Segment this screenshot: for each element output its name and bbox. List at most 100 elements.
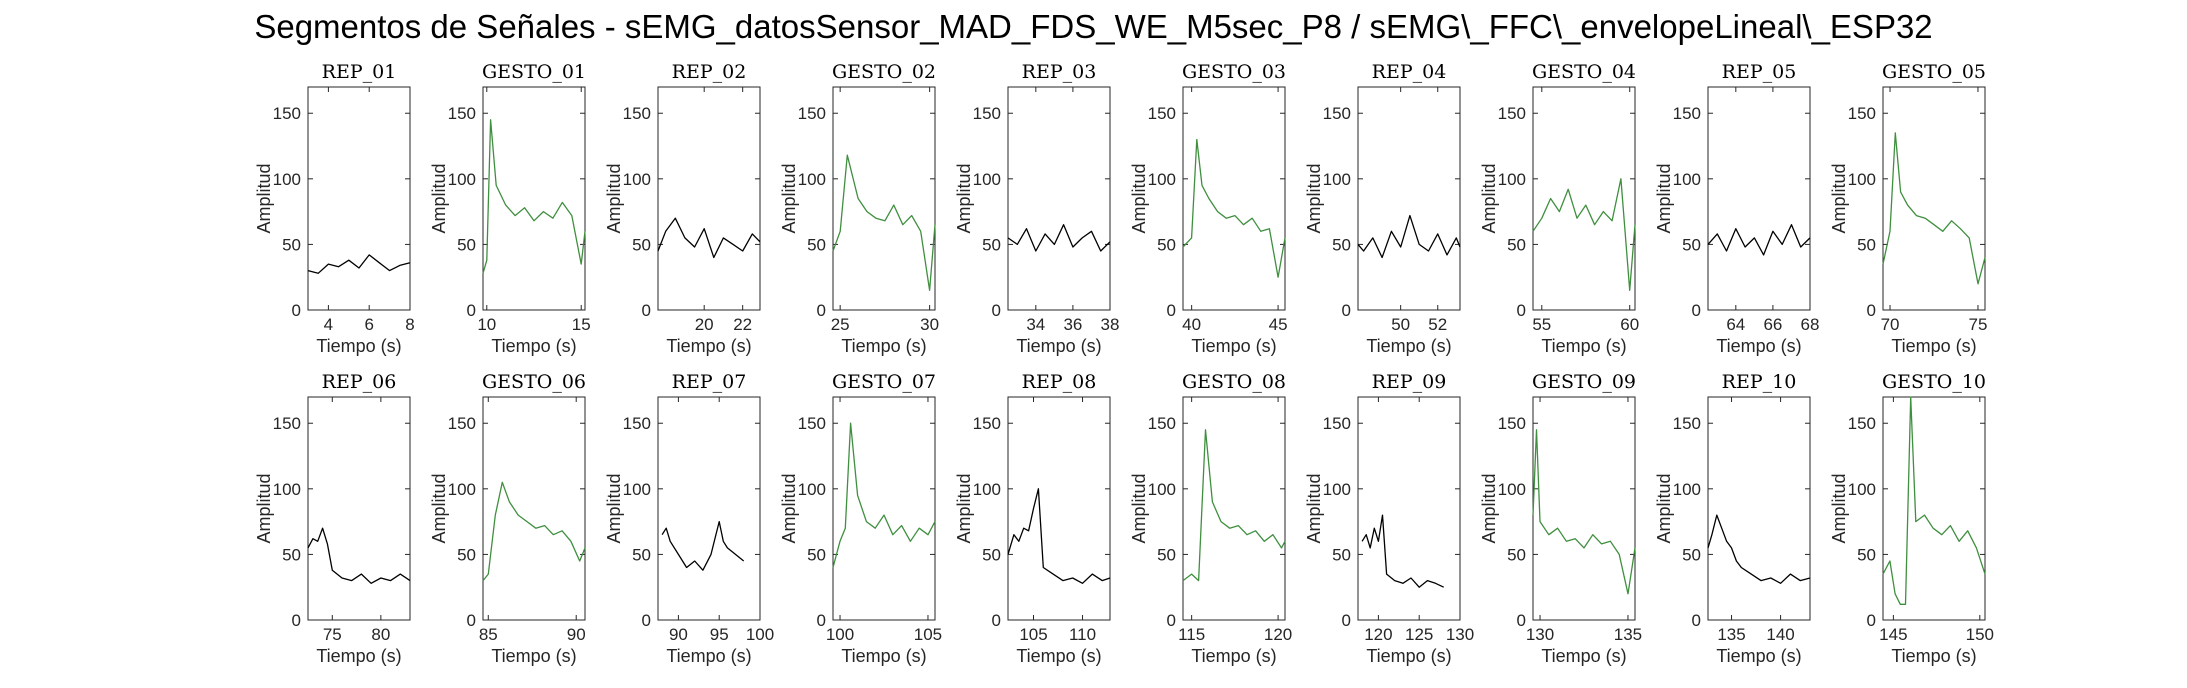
y-tick-label: 100 (1148, 480, 1176, 499)
x-tick-label: 85 (479, 625, 498, 644)
x-tick-label: 68 (1801, 315, 1820, 334)
subplot-gesto-04: GESTO_04 0 50 100 150 55 60 Tiempo (s) Amplitud (1479, 61, 1639, 356)
y-tick-label: 0 (1342, 301, 1351, 320)
x-axis-label: Tiempo (s) (1016, 646, 1101, 666)
y-tick-label: 150 (623, 104, 651, 123)
y-axis-label: Amplitud (1654, 163, 1674, 233)
y-axis-label: Amplitud (1829, 163, 1849, 233)
y-axis-label: Amplitud (604, 163, 624, 233)
subplot-title: GESTO_07 (832, 371, 936, 393)
x-tick-label: 80 (371, 625, 390, 644)
subplot-title: REP_10 (1722, 371, 1797, 393)
x-tick-label: 30 (920, 315, 939, 334)
y-tick-label: 100 (973, 170, 1001, 189)
y-axis-label: Amplitud (954, 473, 974, 543)
signal-line (1182, 429, 1286, 582)
signal-line (1182, 138, 1286, 278)
x-tick-label: 34 (1026, 315, 1045, 334)
y-tick-label: 150 (273, 414, 301, 433)
y-tick-label: 50 (457, 545, 476, 564)
x-tick-label: 75 (323, 625, 342, 644)
x-tick-label: 50 (1391, 315, 1410, 334)
x-axis-label: Tiempo (s) (1716, 336, 1801, 356)
x-tick-label: 52 (1428, 315, 1447, 334)
plot-area (482, 396, 586, 621)
y-tick-label: 0 (817, 301, 826, 320)
y-tick-label: 150 (1673, 414, 1701, 433)
y-tick-label: 50 (1857, 545, 1876, 564)
signal-line (1882, 396, 1986, 605)
y-tick-label: 150 (1673, 104, 1701, 123)
y-tick-label: 100 (1498, 480, 1526, 499)
x-axis-label: Tiempo (s) (491, 646, 576, 666)
y-tick-label: 50 (457, 235, 476, 254)
x-tick-label: 135 (1717, 625, 1745, 644)
x-tick-label: 8 (405, 315, 414, 334)
plot-area (657, 396, 761, 621)
subplot-title: REP_01 (322, 61, 397, 83)
y-tick-label: 150 (1498, 414, 1526, 433)
subplot-title: GESTO_05 (1882, 61, 1986, 83)
x-axis-label: Tiempo (s) (1541, 646, 1626, 666)
y-tick-label: 100 (623, 480, 651, 499)
signal-line (1007, 488, 1111, 584)
y-axis-label: Amplitud (1479, 163, 1499, 233)
plot-area (1532, 86, 1636, 311)
y-tick-label: 100 (798, 170, 826, 189)
x-axis-label: Tiempo (s) (841, 336, 926, 356)
y-axis-label: Amplitud (1654, 473, 1674, 543)
x-tick-label: 45 (1269, 315, 1288, 334)
y-axis-label: Amplitud (779, 163, 799, 233)
y-axis-label: Amplitud (1829, 473, 1849, 543)
y-tick-label: 50 (807, 235, 826, 254)
x-tick-label: 70 (1881, 315, 1900, 334)
signal-line (832, 154, 936, 291)
y-axis-label: Amplitud (779, 473, 799, 543)
y-tick-label: 0 (1867, 301, 1876, 320)
signal-line (661, 520, 745, 571)
x-axis-label: Tiempo (s) (841, 646, 926, 666)
plot-area (832, 86, 936, 311)
x-tick-label: 120 (1364, 625, 1392, 644)
y-tick-label: 50 (982, 545, 1001, 564)
subplot-title: REP_07 (672, 371, 747, 393)
y-axis-label: Amplitud (1129, 473, 1149, 543)
subplot-gesto-08: GESTO_08 0 50 100 150 115 120 Tiempo (s) Amplitu… (1129, 371, 1292, 666)
x-axis-label: Tiempo (s) (316, 646, 401, 666)
y-axis-label: Amplitud (1304, 163, 1324, 233)
signal-line (657, 217, 761, 259)
plot-area (657, 86, 761, 311)
subplot-title: GESTO_04 (1532, 61, 1636, 83)
x-axis-label: Tiempo (s) (1191, 646, 1276, 666)
subplot-title: REP_09 (1372, 371, 1447, 393)
x-tick-label: 90 (567, 625, 586, 644)
y-tick-label: 0 (1342, 611, 1351, 630)
y-tick-label: 100 (448, 170, 476, 189)
y-axis-label: Amplitud (1129, 163, 1149, 233)
y-tick-label: 150 (973, 414, 1001, 433)
signal-line (482, 481, 586, 582)
plot-area (1357, 396, 1461, 621)
subplot-gesto-07: GESTO_07 0 50 100 150 100 105 Tiempo (s) Amplitu… (779, 371, 942, 666)
subplot-gesto-09: GESTO_09 0 50 100 150 130 135 Tiempo (s) Amplitu… (1479, 371, 1642, 666)
y-tick-label: 0 (642, 301, 651, 320)
y-tick-label: 0 (1517, 301, 1526, 320)
subplot-rep-09: REP_09 0 50 100 150 120 125 130 Tiempo (s) Amplit… (1304, 371, 1474, 666)
signal-line (1361, 514, 1444, 588)
x-tick-label: 120 (1264, 625, 1292, 644)
y-tick-label: 50 (1857, 235, 1876, 254)
subplot-rep-06: REP_06 0 50 100 150 75 80 Tiempo (s) Amplitud (254, 371, 411, 666)
y-tick-label: 150 (798, 414, 826, 433)
plot-area (1007, 86, 1111, 311)
x-tick-label: 38 (1101, 315, 1120, 334)
y-tick-label: 100 (1148, 170, 1176, 189)
y-tick-label: 100 (1848, 170, 1876, 189)
subplot-title: GESTO_03 (1182, 61, 1286, 83)
subplot-title: GESTO_08 (1182, 371, 1286, 393)
y-tick-label: 50 (1507, 235, 1526, 254)
x-tick-label: 55 (1532, 315, 1551, 334)
y-tick-label: 150 (1148, 104, 1176, 123)
x-tick-label: 64 (1726, 315, 1745, 334)
y-tick-label: 150 (1148, 414, 1176, 433)
